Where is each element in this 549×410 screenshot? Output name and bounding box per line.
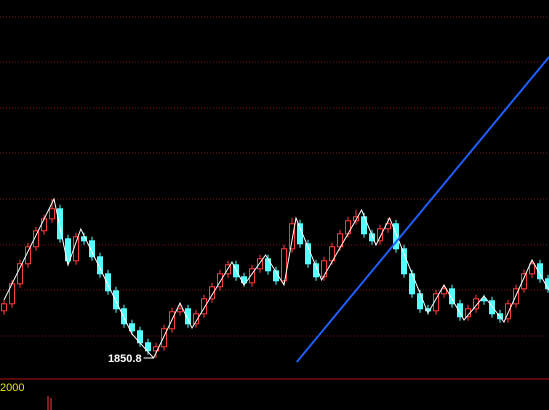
candle-body: [161, 328, 167, 348]
candle-body: [201, 298, 207, 315]
candle-body: [457, 303, 463, 318]
candle-body: [1, 303, 7, 312]
candle-body: [25, 246, 31, 265]
candle-body: [281, 248, 287, 282]
trend-line: [296, 56, 549, 363]
candle-body: [89, 240, 95, 258]
candle-body: [97, 256, 103, 275]
candle-body: [57, 208, 63, 240]
candle-body: [313, 263, 319, 278]
candle-body: [377, 228, 383, 242]
zigzag-line: [3, 197, 549, 359]
candle-body: [185, 308, 191, 325]
candle-body: [193, 313, 199, 325]
candle-body: [81, 236, 87, 242]
candle-body: [529, 263, 535, 275]
candle-body: [41, 218, 47, 232]
subchart-label: 2000: [0, 382, 24, 394]
candle-body: [49, 208, 55, 220]
candle-body: [433, 293, 439, 312]
candle-body: [209, 286, 215, 300]
candle-body: [345, 220, 351, 235]
low-label: 1850.8: [108, 353, 142, 365]
candle-body: [257, 258, 263, 270]
candle-body: [505, 303, 511, 320]
candle-body: [417, 293, 423, 310]
candle-body: [129, 323, 135, 332]
candle-body: [441, 288, 447, 295]
candle-body: [113, 290, 119, 310]
candle-body: [121, 308, 127, 325]
candle-body: [65, 238, 71, 262]
candle-body: [217, 273, 223, 288]
candle-body: [481, 298, 487, 302]
candle-body: [401, 248, 407, 275]
candle-body: [265, 258, 271, 272]
candle-body: [33, 230, 39, 248]
candle-body: [537, 263, 543, 280]
candle-body: [393, 223, 399, 250]
candle-body: [105, 273, 111, 292]
candle-body: [233, 264, 239, 278]
candle-body: [473, 298, 479, 310]
candle-body: [321, 260, 327, 278]
candle-body: [489, 300, 495, 315]
candle-body: [177, 308, 183, 313]
candle-body: [521, 273, 527, 290]
candle-body: [425, 308, 431, 312]
candle-body: [289, 223, 295, 250]
candle-body: [449, 288, 455, 305]
candle-body: [369, 233, 375, 242]
candle-body: [249, 268, 255, 284]
candle-body: [145, 342, 151, 352]
